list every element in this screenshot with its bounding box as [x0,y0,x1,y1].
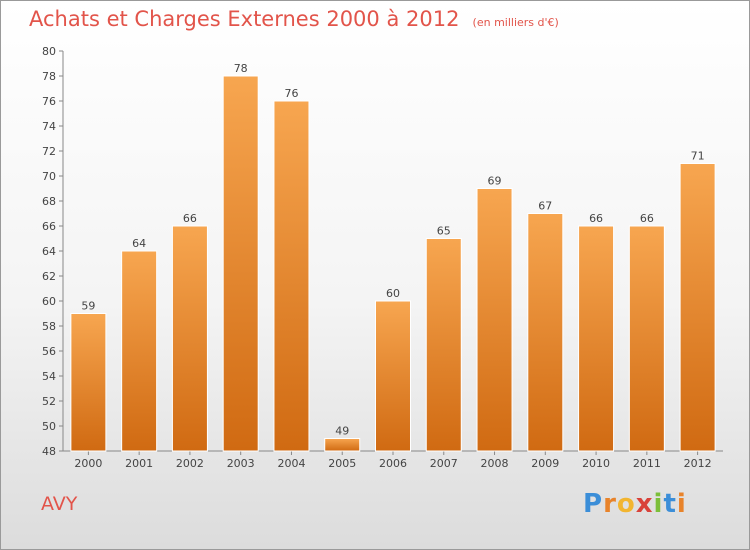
y-tick-label: 78 [42,70,56,83]
bar [476,188,513,452]
x-tick-label: 2003 [227,457,255,470]
bar [527,213,564,452]
y-tick-label: 72 [42,145,56,158]
x-tick-label: 2004 [277,457,305,470]
y-tick-label: 68 [42,195,56,208]
title-row: Achats et Charges Externes 2000 à 2012 (… [29,7,559,31]
y-tick-label: 60 [42,295,56,308]
bar-value-label: 64 [132,237,146,250]
logo-letter: i [653,489,664,519]
x-tick-label: 2002 [176,457,204,470]
x-tick-label: 2011 [633,457,661,470]
y-tick-label: 56 [42,345,56,358]
bar-value-label: 65 [437,225,451,238]
bar [121,250,158,452]
logo-letter: P [583,489,604,519]
bar-value-label: 59 [81,300,95,313]
bar [171,225,208,452]
bar-value-label: 71 [691,150,705,163]
bar [324,438,361,452]
x-tick-label: 2005 [328,457,356,470]
bar-value-label: 67 [538,200,552,213]
y-tick-label: 50 [42,420,56,433]
x-tick-label: 2009 [531,457,559,470]
y-tick-label: 66 [42,220,56,233]
y-tick-label: 52 [42,395,56,408]
y-tick-label: 62 [42,270,56,283]
x-tick-label: 2007 [430,457,458,470]
bar [425,238,462,452]
y-tick-label: 48 [42,445,56,458]
bar-value-label: 76 [284,87,298,100]
y-tick-label: 54 [42,370,56,383]
commune-name: AVY [41,493,78,515]
bar-value-label: 49 [335,425,349,438]
y-tick-label: 58 [42,320,56,333]
y-tick-label: 76 [42,95,56,108]
bar [578,225,615,452]
x-tick-label: 2006 [379,457,407,470]
y-tick-label: 80 [42,45,56,58]
bar-value-label: 78 [234,62,248,75]
bar [273,100,310,452]
bar-value-label: 69 [488,175,502,188]
bar [70,313,107,452]
logo-letter: o [616,489,636,519]
bar [375,300,411,452]
bar-value-label: 60 [386,287,400,300]
bar-value-label: 66 [640,212,654,225]
y-tick-label: 64 [42,245,56,258]
x-tick-label: 2001 [125,457,153,470]
logo-letter: r [603,489,617,519]
logo-letter: t [663,489,677,519]
x-tick-label: 2010 [582,457,610,470]
bar [679,163,716,452]
logo-letter: x [635,489,654,519]
x-tick-label: 2008 [481,457,509,470]
proxiti-logo: Proxiti [583,489,687,519]
x-tick-label: 2012 [684,457,712,470]
y-tick-label: 74 [42,120,56,133]
bar-value-label: 66 [589,212,603,225]
bar [222,75,259,452]
bar [628,225,665,452]
logo-letter: i [676,489,687,519]
bar-value-label: 66 [183,212,197,225]
chart-title: Achats et Charges Externes 2000 à 2012 [29,7,460,31]
y-tick-label: 70 [42,170,56,183]
x-tick-label: 2000 [74,457,102,470]
chart-subtitle: (en milliers d'€) [472,16,559,29]
